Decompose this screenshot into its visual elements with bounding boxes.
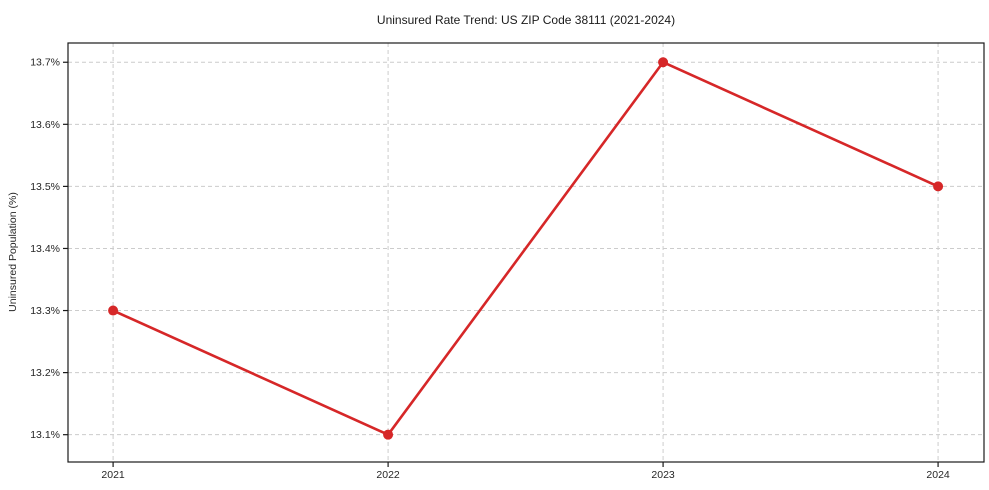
y-tick-label: 13.3%: [30, 305, 60, 317]
x-tick-label: 2022: [376, 469, 400, 481]
y-tick-label: 13.6%: [30, 119, 60, 131]
y-tick-label: 13.4%: [30, 243, 60, 255]
data-point-2023: [658, 57, 669, 68]
y-tick-label: 13.7%: [30, 57, 60, 69]
chart-title: Uninsured Rate Trend: US ZIP Code 38111 …: [376, 13, 676, 27]
data-point-2024: [933, 181, 944, 192]
trend-line: [111, 60, 940, 436]
data-point-2022: [383, 429, 394, 440]
x-tick-label: 2023: [651, 469, 675, 481]
y-tick-label: 13.5%: [30, 181, 60, 193]
plot-border: [67, 42, 985, 463]
data-point-2021: [108, 305, 119, 316]
x-tick-label: 2021: [101, 469, 125, 481]
y-tick-label: 13.1%: [30, 429, 60, 441]
y-tick-label: 13.2%: [30, 367, 60, 379]
x-tick-label: 2024: [926, 469, 950, 481]
